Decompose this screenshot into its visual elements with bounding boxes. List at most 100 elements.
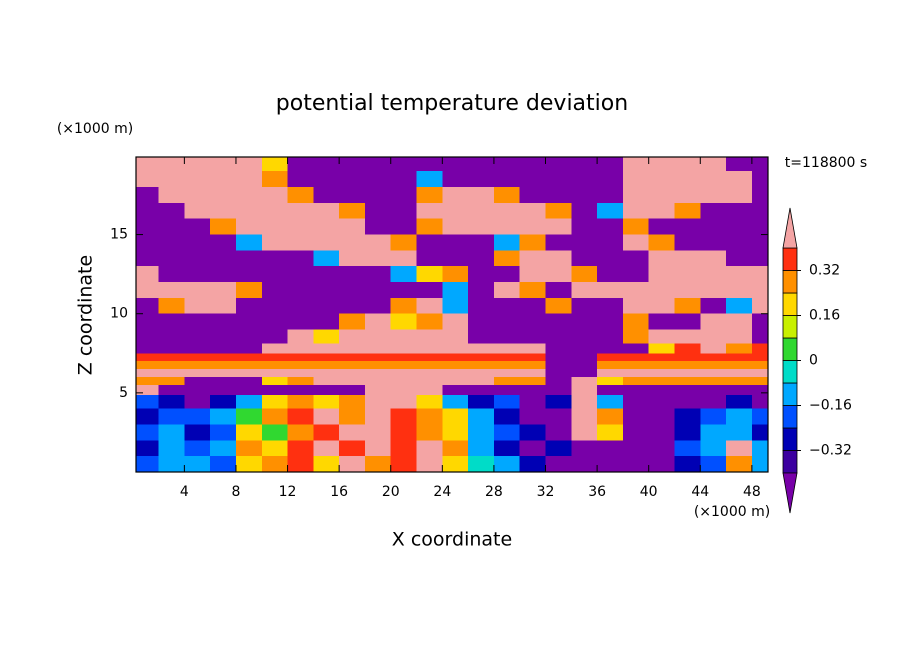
field-cell [364, 329, 392, 344]
field-cell [184, 266, 211, 283]
field-cell [416, 353, 443, 362]
field-cell [597, 282, 624, 299]
field-cell [364, 424, 392, 441]
field-cell [261, 218, 289, 236]
field-cell [597, 361, 624, 370]
field-cell [674, 424, 701, 441]
field-cell [390, 297, 418, 315]
field-cell [545, 384, 572, 396]
field-cell [493, 329, 521, 344]
field-cell [726, 361, 753, 370]
field-cell [235, 282, 263, 299]
field-cell [648, 369, 676, 378]
colorbar-tick-label: 0.16 [809, 308, 840, 324]
field-cell [519, 353, 547, 362]
field-cell [648, 266, 676, 283]
field-cell [468, 202, 495, 220]
field-cell [184, 440, 211, 457]
field-cell [751, 329, 769, 344]
field-cell [674, 408, 701, 426]
field-cell [136, 282, 160, 299]
field-cell [545, 250, 572, 267]
field-cell [648, 218, 676, 236]
field-cell [287, 218, 314, 236]
field-cell [519, 187, 547, 204]
field-cell [136, 313, 160, 331]
field-cell [416, 218, 443, 236]
field-cell [136, 456, 160, 473]
field-cell [751, 394, 769, 410]
field-cell [184, 353, 211, 362]
field-cell [545, 218, 572, 236]
field-cell [726, 329, 753, 344]
field-cell [136, 202, 160, 220]
field-cell [184, 218, 211, 236]
field-cell [210, 171, 237, 188]
field-cell [493, 384, 521, 396]
field-cell [442, 408, 469, 426]
field-cell [493, 250, 521, 267]
field-cell [519, 313, 547, 331]
field-cell [364, 250, 392, 267]
field-cell [339, 313, 366, 331]
field-cell [468, 369, 495, 378]
field-cell [235, 313, 263, 331]
field-cell [339, 171, 366, 188]
x-tick-label: 28 [485, 484, 503, 500]
field-cell [468, 282, 495, 299]
field-cell [235, 157, 263, 172]
field-cell [136, 394, 160, 410]
field-cell [210, 313, 237, 331]
field-cell [648, 202, 676, 220]
field-cell [313, 377, 340, 386]
field-cell [364, 440, 392, 457]
field-cell [416, 377, 443, 386]
field-cell [519, 202, 547, 220]
field-cell [313, 369, 340, 378]
field-cell [287, 329, 314, 344]
field-cell [751, 353, 769, 362]
field-cell [571, 353, 598, 362]
field-cell [545, 424, 572, 441]
field-cell [313, 234, 340, 251]
field-cell [597, 187, 624, 204]
x-tick-label: 32 [537, 484, 555, 500]
field-cell [261, 440, 289, 457]
field-cell [468, 234, 495, 251]
field-cell [726, 440, 753, 457]
field-cell [210, 187, 237, 204]
field-cell [468, 187, 495, 204]
field-cell [597, 394, 624, 410]
field-cell [210, 218, 237, 236]
field-cell [622, 424, 650, 441]
field-cell [416, 329, 443, 344]
field-cell [210, 282, 237, 299]
field-cell [235, 353, 263, 362]
field-cell [390, 202, 418, 220]
y-tick-label: 10 [110, 306, 128, 322]
field-cell [210, 343, 237, 354]
field-cell [261, 343, 289, 354]
field-cell [416, 266, 443, 283]
field-cell [597, 377, 624, 386]
field-cell [519, 424, 547, 441]
field-cell [261, 384, 289, 396]
field-cell [519, 266, 547, 283]
field-cell [726, 297, 753, 315]
field-cell [184, 384, 211, 396]
field-cell [390, 384, 418, 396]
field-cell [416, 384, 443, 396]
field-cell [287, 369, 314, 378]
x-tick-label: 24 [433, 484, 451, 500]
field-cell [648, 384, 676, 396]
field-cell [442, 297, 469, 315]
field-cell [493, 424, 521, 441]
field-cell [571, 343, 598, 354]
field-cell [235, 456, 263, 473]
field-cell [726, 282, 753, 299]
field-cell [726, 377, 753, 386]
field-cell [519, 157, 547, 172]
field-cell [545, 329, 572, 344]
field-cell [235, 377, 263, 386]
